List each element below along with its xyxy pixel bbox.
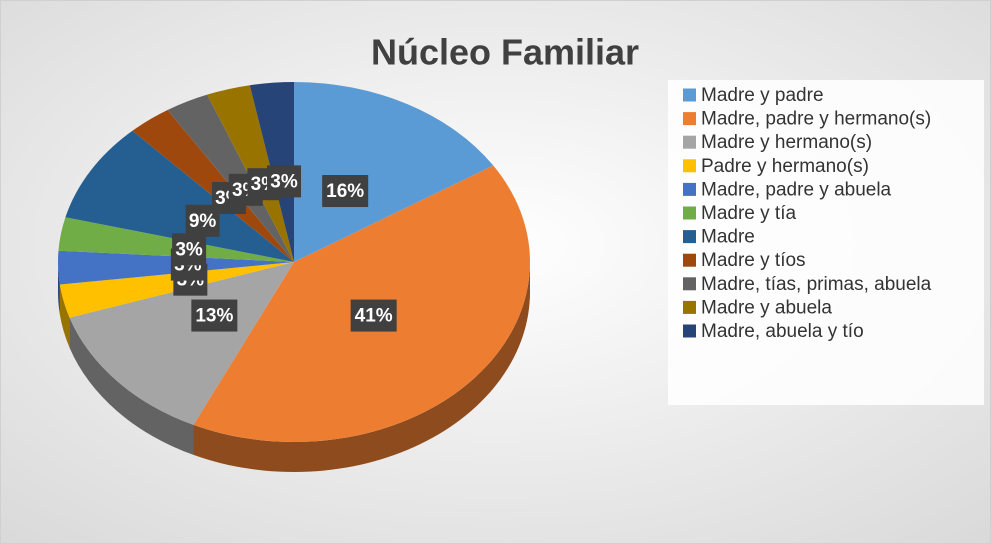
pie-slice-side [58,262,60,315]
legend-swatch [683,135,696,149]
legend-label: Madre y tíos [701,250,806,271]
legend-background [668,80,984,405]
legend-swatch [683,206,696,220]
data-label-box [322,175,369,208]
pie-slice [69,262,294,425]
legend-label: Madre, padre y abuela [701,179,892,200]
pie-slice [294,82,494,262]
pie-slice [65,130,295,262]
legend-label: Madre, tías, primas, abuela [701,274,932,295]
pie-slice-side [59,284,70,348]
legend-label: Madre y abuela [701,297,832,318]
legend-swatch [683,300,696,314]
data-label: 13% [195,306,233,327]
data-label: 3% [270,171,298,192]
pie-slice-side [193,262,530,472]
legend-label: Madre [701,227,755,248]
data-label: 3% [175,239,203,260]
data-label-box [191,299,238,332]
pie-slice-side [69,317,194,455]
legend-swatch [683,159,696,173]
chart-title: Núcleo Familiar [371,32,639,73]
legend-swatch [683,277,696,291]
legend-label: Madre y hermano(s) [701,132,872,153]
data-label-box [350,299,397,332]
legend-swatch [683,182,696,196]
legend-label: Madre y tía [701,203,796,224]
data-label: 9% [189,211,217,232]
legend-label: Madre, padre y hermano(s) [701,109,931,130]
legend-swatch [683,230,696,244]
data-label-box [267,165,302,198]
legend-label: Madre y padre [701,85,824,106]
legend-label: Padre y hermano(s) [701,156,869,177]
legend-swatch [683,324,696,338]
legend-swatch [683,253,696,267]
data-label: 41% [355,306,393,327]
legend-swatch [683,88,696,102]
data-label-box [172,233,207,266]
legend-label: Madre, abuela y tío [701,321,864,342]
data-label: 16% [326,181,364,202]
legend-swatch [683,112,696,126]
